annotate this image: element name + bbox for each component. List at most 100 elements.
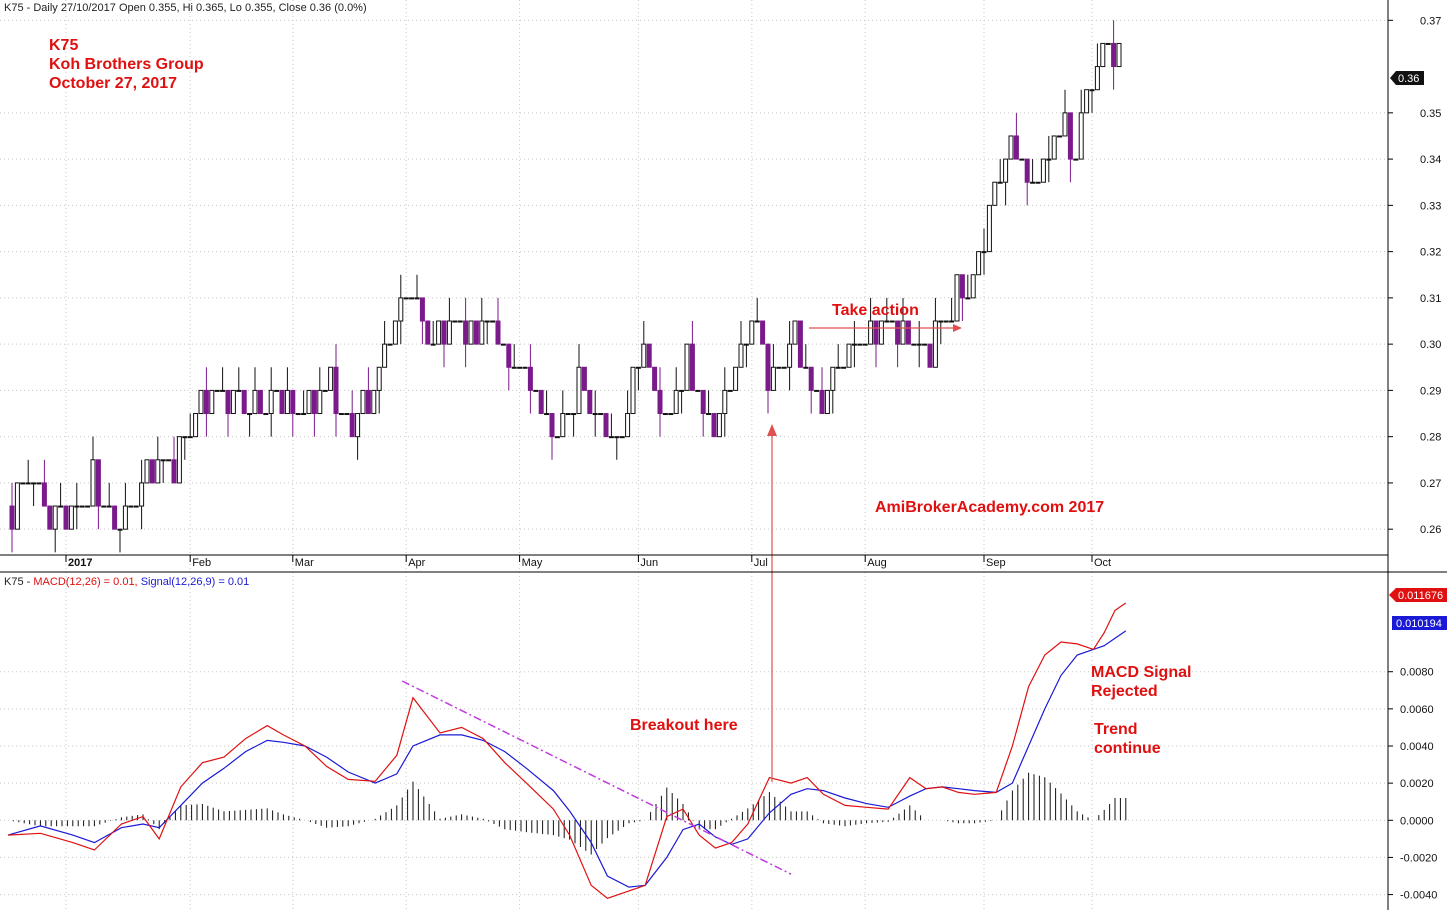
price-bar-body <box>587 389 593 415</box>
price-bar-body <box>473 320 479 345</box>
price-bar-body <box>511 366 517 369</box>
price-bar-body <box>171 459 177 484</box>
price-bar-body <box>657 389 663 415</box>
price-bar-body <box>1008 135 1014 160</box>
price-bar-body <box>274 389 280 392</box>
price-bar-body <box>905 320 911 345</box>
price-bar-body <box>1111 42 1117 68</box>
price-bar-body <box>733 366 739 391</box>
price-bar-body <box>1030 181 1036 184</box>
price-bar-body <box>554 436 560 439</box>
price-bar-body <box>873 320 879 345</box>
price-bar-body <box>166 459 172 462</box>
price-bar-body <box>290 389 296 415</box>
price-bars <box>9 20 1122 553</box>
price-bar-body <box>711 413 717 438</box>
price-bar-body <box>868 320 874 345</box>
price-bar-body <box>225 389 231 415</box>
last-price-value: 0.36 <box>1398 73 1419 85</box>
watermark: AmiBrokerAcademy.com 2017 <box>875 499 1104 516</box>
macd-legend: K75 - MACD(12,26) = 0.01, Signal(12,26,9… <box>4 576 249 588</box>
price-bar-body <box>598 413 604 416</box>
breakout-label: Breakout here <box>630 717 738 734</box>
date-tick-label: Oct <box>1094 557 1111 569</box>
price-tick-label: 0.37 <box>1420 15 1441 27</box>
price-bar-body <box>571 413 577 416</box>
price-bar-body <box>355 413 361 438</box>
signal-value-tag: 0.010194 <box>1392 616 1447 630</box>
price-bar-body <box>328 366 334 391</box>
price-bar-body <box>743 343 749 346</box>
price-bar-body <box>835 366 841 369</box>
price-bar-body <box>95 459 101 507</box>
price-bar-body <box>684 343 690 391</box>
price-bar-body <box>112 505 118 530</box>
price-bar-body <box>1057 135 1063 138</box>
price-bar-body <box>117 528 123 531</box>
price-bar-body <box>916 343 922 346</box>
price-bar-body <box>911 343 917 346</box>
price-bar-body <box>781 366 787 369</box>
price-bar-body <box>349 413 355 438</box>
price-bar-body <box>387 343 393 346</box>
price-bar-body <box>1094 66 1100 91</box>
price-bar-body <box>943 320 949 323</box>
date-tick-label: Jul <box>754 557 768 569</box>
price-bar-body <box>889 320 895 323</box>
price-bar-body <box>792 320 798 345</box>
signal-value: 0.010194 <box>1396 618 1442 630</box>
price-bar-body <box>490 320 496 323</box>
price-bar-body <box>1013 135 1019 160</box>
date-tick-label: May <box>522 557 543 569</box>
price-bar-body <box>949 320 955 323</box>
price-bar-body <box>846 343 852 368</box>
price-bar-body <box>392 320 398 345</box>
macd-tick-label: 0.0060 <box>1400 704 1434 716</box>
price-bar-body <box>122 505 128 530</box>
price-bar-body <box>176 436 182 484</box>
price-bar-body <box>463 320 469 345</box>
price-bar-body <box>700 389 706 415</box>
trend-continue-line1: Trend <box>1094 721 1138 738</box>
price-bar-body <box>808 366 814 391</box>
price-bar-body <box>797 320 803 368</box>
annotation-overlay <box>401 324 962 875</box>
price-bar-body <box>765 343 771 391</box>
price-bar-body <box>436 320 442 345</box>
price-bar-body <box>662 413 668 416</box>
price-bar-body <box>922 343 928 346</box>
price-bar-body <box>722 389 728 415</box>
price-bar-body <box>25 482 31 485</box>
price-bar-body <box>619 436 625 439</box>
price-bar-body <box>614 436 620 439</box>
price-bar-body <box>544 413 550 416</box>
price-bar-body <box>1024 158 1030 183</box>
macd-signal-rejected-line2: Rejected <box>1091 683 1158 700</box>
date-tick-label: Jun <box>640 557 658 569</box>
price-bar-body <box>689 343 695 391</box>
price-bar-body <box>1100 42 1106 68</box>
price-bar-body <box>317 389 323 415</box>
price-tick-label: 0.29 <box>1420 385 1441 397</box>
price-bar-body <box>500 343 506 346</box>
date-tick-label: Feb <box>192 557 211 569</box>
price-bar-body <box>830 366 836 391</box>
price-bar-body <box>425 320 431 345</box>
axis-ticks: 0.26 0.27 0.28 0.29 0.30 0.31 0.32 0.33 0.34 0.35… <box>65 15 1441 902</box>
price-bar-body <box>495 320 501 345</box>
price-bar-body <box>90 459 96 507</box>
price-tick-label: 0.31 <box>1420 293 1441 305</box>
macd-legend-macd: MACD(12,26) = 0.01, <box>33 576 137 588</box>
price-bar-body <box>263 413 269 416</box>
price-bar-body <box>630 366 636 415</box>
price-bar-body <box>257 389 263 415</box>
price-bar-body <box>549 413 555 438</box>
price-bar-body <box>344 413 350 416</box>
price-bar-body <box>760 320 766 345</box>
price-bar-body <box>803 366 809 369</box>
price-bar-body <box>959 274 965 299</box>
price-bar-body <box>382 343 388 368</box>
price-bar-body <box>976 251 982 276</box>
